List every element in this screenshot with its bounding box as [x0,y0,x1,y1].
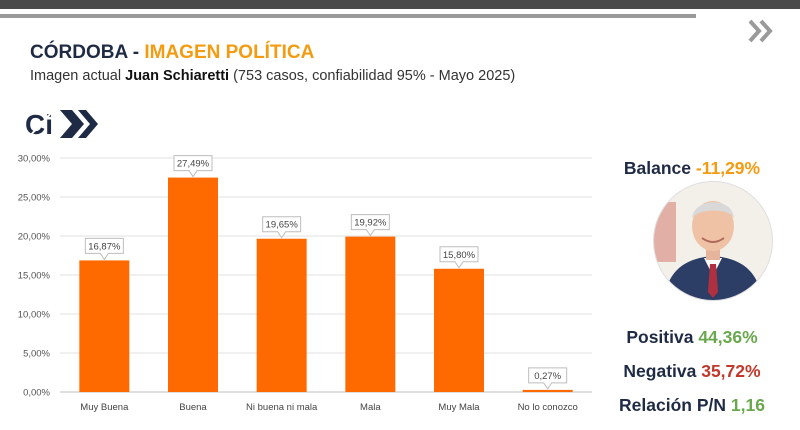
data-label-callout [262,216,302,239]
relacion-value: 1,16 [730,395,765,415]
top-rule [0,14,696,18]
double-chevron-right-icon [748,19,773,43]
x-tick-label: No lo conozco [518,402,578,413]
x-tick-label: Buena [179,402,207,413]
balance-stat: Balance -11,29% [600,158,784,179]
data-label-callout [173,155,213,178]
negativa-value: 35,72% [701,361,761,381]
stats-panel: Balance -11,29% Positiva 44,36% Negativa… [600,150,800,430]
data-label: 0,27% [534,371,561,382]
positiva-label: Positiva [626,327,699,347]
x-tick-label: Mala [360,402,381,413]
y-tick-label: 15,00% [18,271,51,282]
x-tick-label: Muy Buena [80,402,129,413]
negativa-label: Negativa [623,361,702,381]
ci-logo: Ci [25,109,98,140]
subtitle-prefix: Imagen actual [30,68,126,84]
y-tick-label: 0,00% [23,388,50,399]
negativa-stat: Negativa 35,72% [600,361,784,382]
subtitle-suffix: (753 casos, confiabilidad 95% - Mayo 202… [229,68,516,84]
bar [345,236,396,392]
balance-value: -11,29% [695,158,761,178]
y-tick-label: 10,00% [18,310,51,321]
data-label: 15,80% [443,250,476,261]
relacion-label: Relación P/N [619,395,731,415]
data-label: 27,49% [177,159,210,170]
page-title: CÓRDOBA - IMAGEN POLÍTICA [30,42,314,64]
portrait-image [654,182,772,300]
positiva-stat: Positiva 44,36% [600,327,784,348]
positiva-value: 44,36% [698,327,758,347]
bar-chart: 0,00% 5,00% 10,00% 15,00% 20,00% 25,00% 30,00%… [18,154,592,413]
data-label-callout [350,214,390,237]
data-label-callout [528,367,568,390]
title-topic: IMAGEN POLÍTICA [144,42,315,63]
relacion-stat: Relación P/N 1,16 [600,395,784,416]
top-bar [0,0,800,9]
data-label-callout [439,246,479,269]
page-subtitle: Imagen actual Juan Schiaretti (753 casos… [30,68,515,84]
bar [256,238,307,392]
bar [168,177,218,392]
x-tick-label: Muy Mala [438,402,480,413]
data-label: 19,65% [266,220,299,231]
bar [522,389,573,392]
y-tick-label: 25,00% [18,193,51,204]
data-label: 16,87% [88,241,121,252]
y-tick-label: 30,00% [18,154,51,165]
title-region: CÓRDOBA - [30,42,145,63]
subtitle-name: Juan Schiaretti [125,68,230,84]
bar [79,260,130,392]
bar [434,268,484,392]
balance-label: Balance [623,158,696,178]
data-label-callout [84,237,124,261]
candidate-portrait [654,182,772,300]
data-label: 19,92% [354,218,387,229]
y-tick-label: 5,00% [23,349,50,360]
y-tick-label: 20,00% [18,232,51,243]
x-tick-label: Ni buena ni mala [246,402,318,413]
